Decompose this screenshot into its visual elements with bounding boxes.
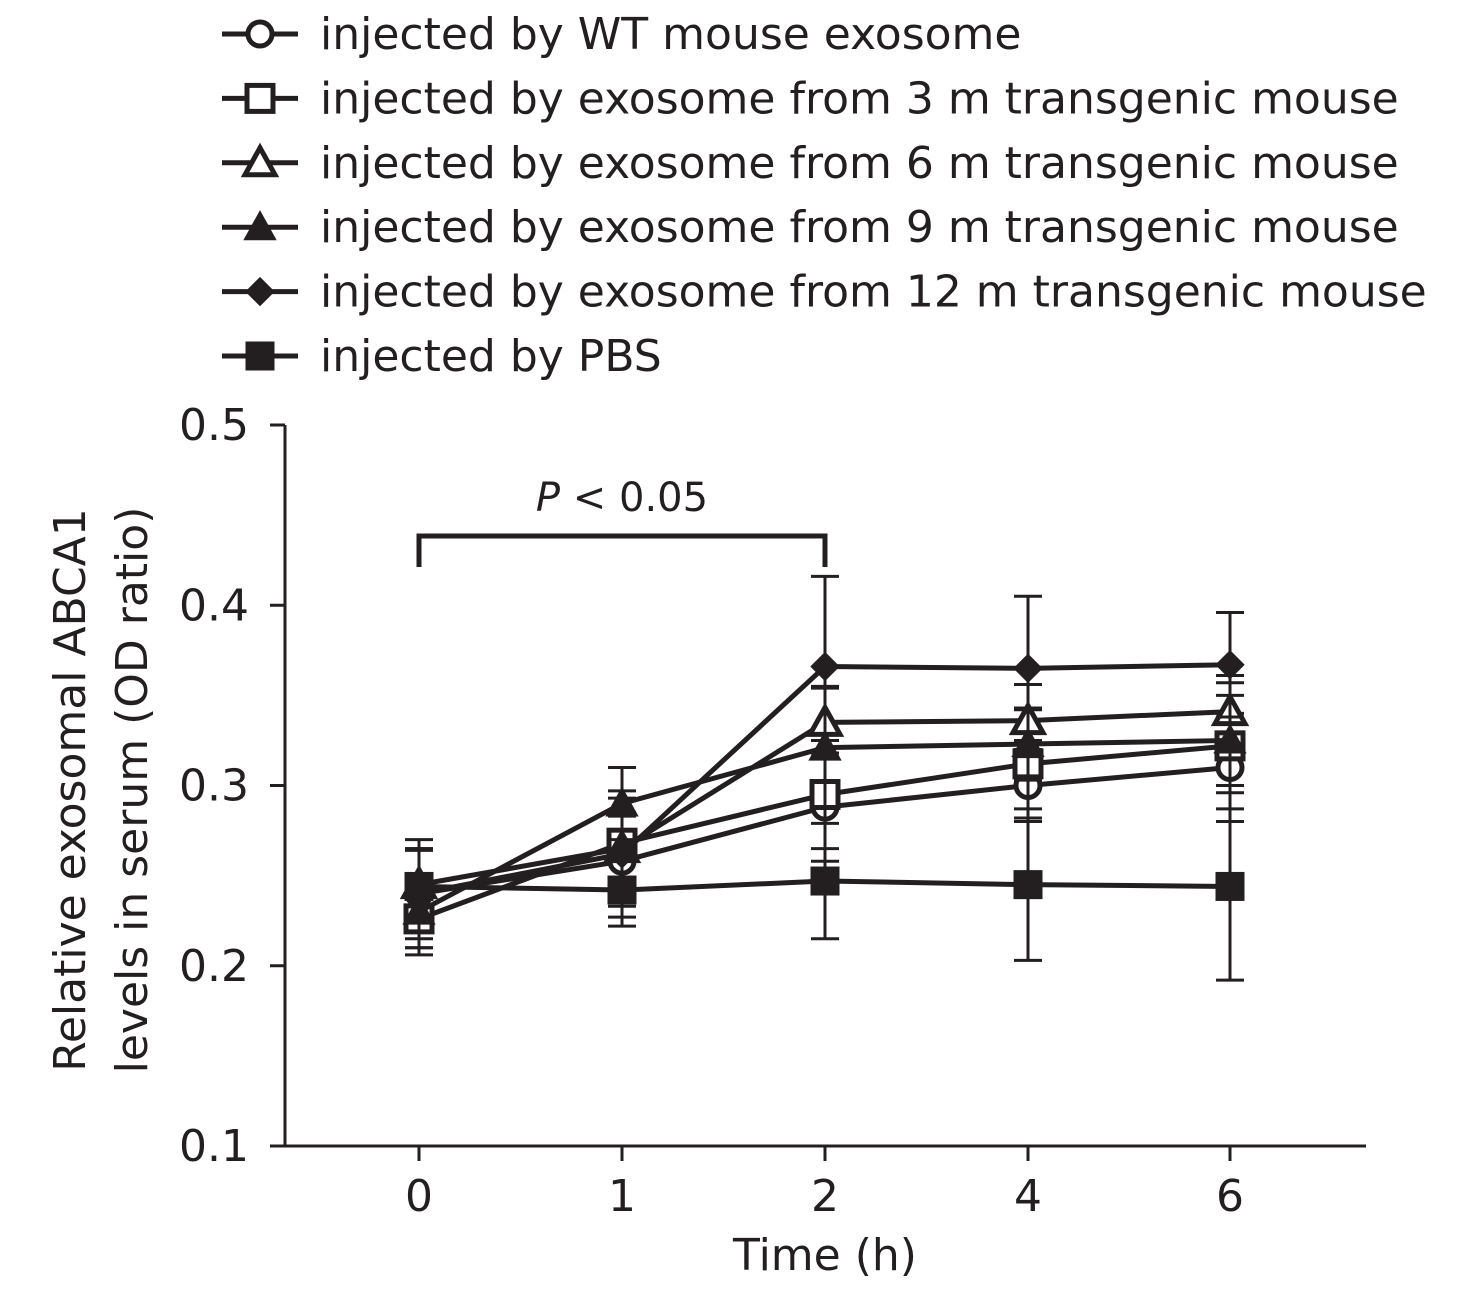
y-ticks: 0.1 0.2 0.3 0.4 0.5 <box>179 400 285 1172</box>
data-point <box>404 871 434 901</box>
y-axis-title-line-1: Relative exosomal ABCA1 <box>45 508 96 1072</box>
data-point <box>1013 870 1043 900</box>
legend-marker <box>243 210 277 241</box>
legend-entry: injected by exosome from 12 m transgenic… <box>222 267 1427 318</box>
y-tick-label: 0.5 <box>179 400 249 451</box>
legend-marker <box>245 19 275 49</box>
axes: 0.1 0.2 0.3 0.4 0.5 0 1 2 4 6 Time (h) Relative … <box>45 400 1366 1281</box>
data-point <box>1215 650 1245 680</box>
legend-label: injected by WT mouse exosome <box>320 9 1022 60</box>
significance-annotation: P < 0.05 <box>416 475 828 567</box>
p-italic: P <box>536 475 561 521</box>
y-tick-label: 0.1 <box>179 1121 249 1172</box>
legend-label: injected by exosome from 6 m transgenic … <box>320 138 1399 189</box>
x-axis-title: Time (h) <box>732 1230 917 1281</box>
legend-entry: injected by exosome from 3 m transgenic … <box>222 73 1399 124</box>
plot-area <box>399 574 1250 982</box>
series-6 <box>404 791 1245 982</box>
legend-marker <box>245 341 275 371</box>
data-point <box>607 875 637 905</box>
significance-label: P < 0.05 <box>536 475 708 521</box>
legend-label: injected by exosome from 3 m transgenic … <box>320 73 1399 124</box>
x-tick-label: 2 <box>811 1171 839 1222</box>
y-tick-label: 0.2 <box>179 941 249 992</box>
data-point <box>810 866 840 896</box>
legend-entry: injected by WT mouse exosome <box>222 9 1022 60</box>
p-rest: < 0.05 <box>560 475 708 521</box>
legend-marker <box>244 82 276 114</box>
x-tick-label: 6 <box>1216 1171 1244 1222</box>
legend: injected by WT mouse exosome injected by … <box>222 9 1427 382</box>
legend-entry: injected by exosome from 9 m transgenic … <box>222 202 1399 253</box>
data-point <box>1213 723 1247 754</box>
data-point <box>810 651 840 682</box>
data-point <box>1011 726 1045 758</box>
x-tick-label: 1 <box>608 1171 636 1222</box>
legend-label: injected by PBS <box>320 331 662 382</box>
data-point <box>1215 871 1245 901</box>
significance-bracket <box>416 533 828 567</box>
legend-label: injected by exosome from 12 m transgenic… <box>320 267 1427 318</box>
x-tick-label: 0 <box>405 1171 433 1222</box>
y-axis-title: Relative exosomal ABCA1 levels in serum … <box>45 507 158 1074</box>
y-tick-label: 0.4 <box>179 580 249 631</box>
y-tick-label: 0.3 <box>179 761 249 812</box>
x-tick-label: 4 <box>1014 1171 1042 1222</box>
x-ticks: 0 1 2 4 6 <box>405 1146 1244 1222</box>
data-point <box>1013 653 1043 684</box>
legend-marker <box>245 276 275 307</box>
legend-entry: injected by exosome from 6 m transgenic … <box>222 138 1399 189</box>
legend-label: injected by exosome from 9 m transgenic … <box>320 202 1399 253</box>
legend-entry: injected by PBS <box>222 331 662 382</box>
y-axis-title-line-2: levels in serum (OD ratio) <box>107 507 158 1074</box>
legend-marker <box>240 142 280 178</box>
